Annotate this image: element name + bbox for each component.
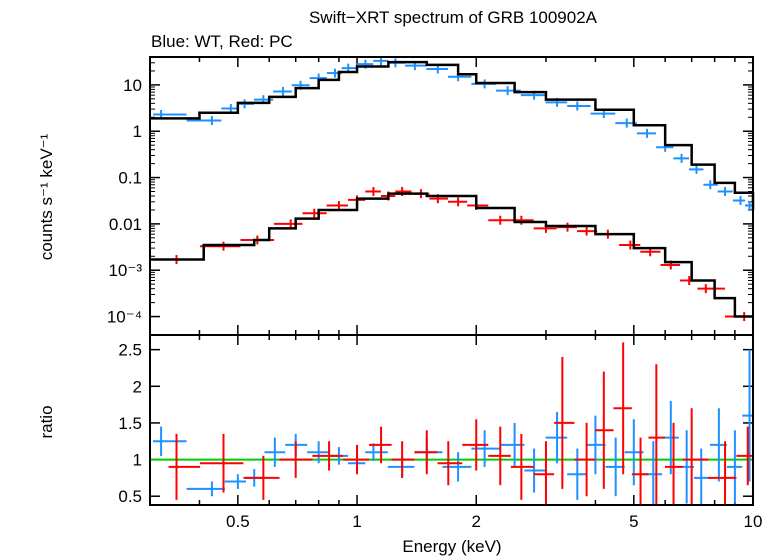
plot-area: 10 1 0.1 0.01 10⁻³ 10⁻⁴ 0.5 1 1.5 2 2.5 0.5 1 2 5 10 (107, 56, 763, 531)
panel-frame (149, 334, 754, 506)
y-tick-label: 10⁻⁴ (107, 308, 142, 327)
y-tick-label: 10⁻³ (108, 261, 142, 280)
y-tick-label: 0.1 (118, 169, 142, 188)
y-tick-label: 1 (133, 122, 142, 141)
model-step-line (150, 192, 753, 318)
y-axis-label-ratio: ratio (37, 405, 56, 438)
chart-subtitle: Blue: WT, Red: PC (151, 32, 293, 51)
x-tick-label: 10 (744, 512, 763, 531)
y-tick-label: 0.01 (109, 215, 142, 234)
y-tick-label: 10 (123, 76, 142, 95)
x-tick-label: 2 (472, 512, 481, 531)
x-axis-label: Energy (keV) (402, 537, 501, 556)
x-tick-label: 5 (629, 512, 638, 531)
chart-title: Swift−XRT spectrum of GRB 100902A (309, 8, 598, 27)
y-axis-label-spectrum: counts s⁻¹ keV⁻¹ (37, 133, 56, 260)
x-tick-label: 1 (352, 512, 361, 531)
y-tick-label: 1.5 (118, 414, 142, 433)
y-tick-label: 2.5 (118, 341, 142, 360)
x-tick-label: 0.5 (226, 512, 250, 531)
y-tick-label: 1 (133, 451, 142, 470)
y-tick-label: 2 (133, 377, 142, 396)
y-tick-label: 0.5 (118, 487, 142, 506)
model-step-line (150, 60, 755, 210)
